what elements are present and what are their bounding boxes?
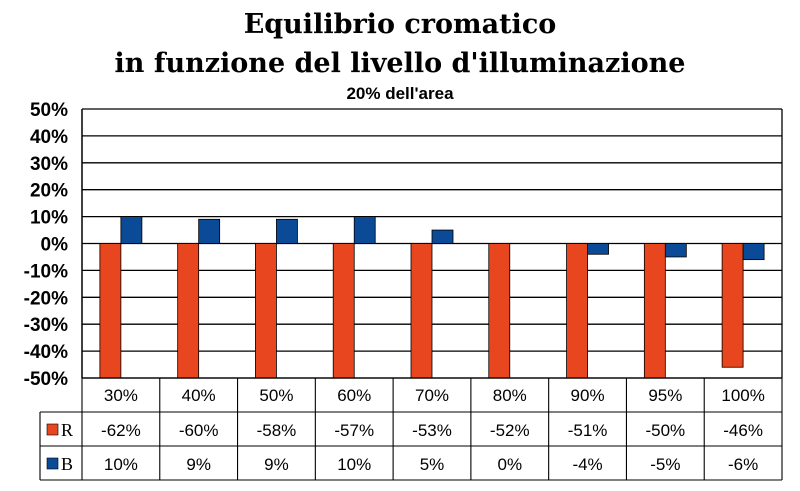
- bar-r: [99, 243, 122, 379]
- y-tick-label: -10%: [24, 261, 68, 282]
- bar-r: [332, 243, 355, 379]
- x-tick-label: 90%: [571, 386, 605, 405]
- data-label: 10%: [104, 455, 138, 474]
- data-label: 9%: [186, 455, 211, 474]
- y-tick-label: -40%: [24, 342, 68, 363]
- y-tick-label: 50%: [30, 100, 68, 121]
- y-tick-label: -20%: [24, 288, 68, 309]
- y-tick-label: 10%: [30, 208, 68, 229]
- data-label: -46%: [723, 421, 763, 440]
- legend-label-r: R: [61, 420, 73, 440]
- y-tick-label: 30%: [30, 154, 68, 175]
- data-label: -62%: [101, 421, 141, 440]
- bar-r: [643, 243, 666, 379]
- legend-label-b: B: [61, 454, 73, 474]
- legend-swatch-b: [46, 457, 59, 470]
- data-label: -57%: [334, 421, 374, 440]
- x-tick-label: 50%: [259, 386, 293, 405]
- data-label: 5%: [420, 455, 445, 474]
- x-tick-label: 95%: [648, 386, 682, 405]
- data-label: -50%: [645, 421, 685, 440]
- data-label: -53%: [412, 421, 452, 440]
- bar-r: [177, 243, 200, 379]
- legend-swatch-r: [46, 423, 59, 436]
- data-label: -6%: [728, 455, 758, 474]
- bar-r: [721, 243, 744, 368]
- data-label: 10%: [337, 455, 371, 474]
- bar-r: [566, 243, 588, 379]
- bar-b: [276, 218, 298, 244]
- data-label: -5%: [650, 455, 680, 474]
- bar-b: [198, 218, 221, 244]
- x-tick-label: 100%: [721, 386, 764, 405]
- bar-b: [664, 243, 687, 258]
- y-tick-label: 0%: [41, 235, 69, 256]
- y-tick-label: 40%: [30, 127, 68, 148]
- data-table: 30% 40% 50% 60% 70% 80% 90% 95% 100% R -62% -60% -58…: [39, 377, 783, 481]
- data-label: 0%: [497, 455, 522, 474]
- bar-r: [410, 243, 433, 379]
- data-label: -4%: [572, 455, 602, 474]
- bar-b: [353, 216, 376, 244]
- x-tick-label: 70%: [415, 386, 449, 405]
- data-label: -60%: [179, 421, 219, 440]
- chart-title-line-1: Equilibrio cromatico: [244, 9, 557, 40]
- bar-b: [587, 243, 609, 255]
- data-label: -52%: [490, 421, 530, 440]
- bars: [99, 216, 765, 379]
- data-label: -58%: [257, 421, 297, 440]
- y-tick-label: -30%: [24, 315, 68, 336]
- bar-b: [742, 243, 765, 261]
- y-tick-label: -50%: [24, 369, 68, 390]
- x-tick-label: 40%: [182, 386, 216, 405]
- bar-r: [255, 243, 277, 379]
- data-label: -51%: [568, 421, 608, 440]
- bar-b: [120, 216, 143, 244]
- x-tick-label: 30%: [104, 386, 138, 405]
- chart-subtitle: 20% dell'area: [346, 84, 454, 103]
- chart-title-line-2: in funzione del livello d'illuminazione: [115, 48, 686, 79]
- y-axis-ticks: 50% 40% 30% 20% 10% 0% -10% -20% -30% -40% -50%: [24, 100, 68, 390]
- x-tick-label: 60%: [337, 386, 371, 405]
- y-tick-label: 20%: [30, 181, 68, 202]
- bar-r: [488, 243, 511, 379]
- data-label: 9%: [264, 455, 289, 474]
- x-tick-label: 80%: [493, 386, 527, 405]
- bar-b: [431, 229, 454, 244]
